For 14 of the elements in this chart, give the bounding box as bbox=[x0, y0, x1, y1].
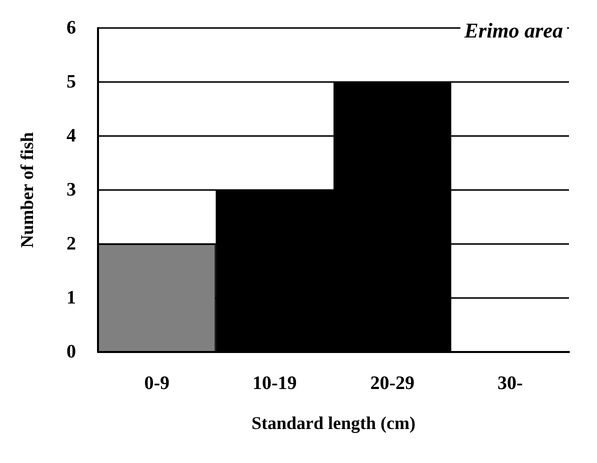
x-tick-label: 20-29 bbox=[370, 373, 415, 394]
y-tick-label: 0 bbox=[66, 342, 76, 362]
y-tick-label: 2 bbox=[66, 234, 76, 254]
y-tick-label: 6 bbox=[66, 18, 76, 38]
x-tick-label: 30- bbox=[497, 373, 523, 394]
y-axis-title: Number of fish bbox=[17, 132, 37, 248]
x-tick-label: 10-19 bbox=[252, 373, 297, 394]
chart-title: Erimo area bbox=[463, 18, 563, 42]
y-tick-label: 4 bbox=[66, 126, 76, 146]
x-tick-label: 0-9 bbox=[144, 373, 170, 394]
x-axis-title: Standard length (cm) bbox=[251, 413, 416, 433]
y-tick-label: 1 bbox=[66, 288, 76, 308]
y-tick-label: 3 bbox=[66, 180, 76, 200]
y-tick-label: 5 bbox=[66, 72, 76, 92]
